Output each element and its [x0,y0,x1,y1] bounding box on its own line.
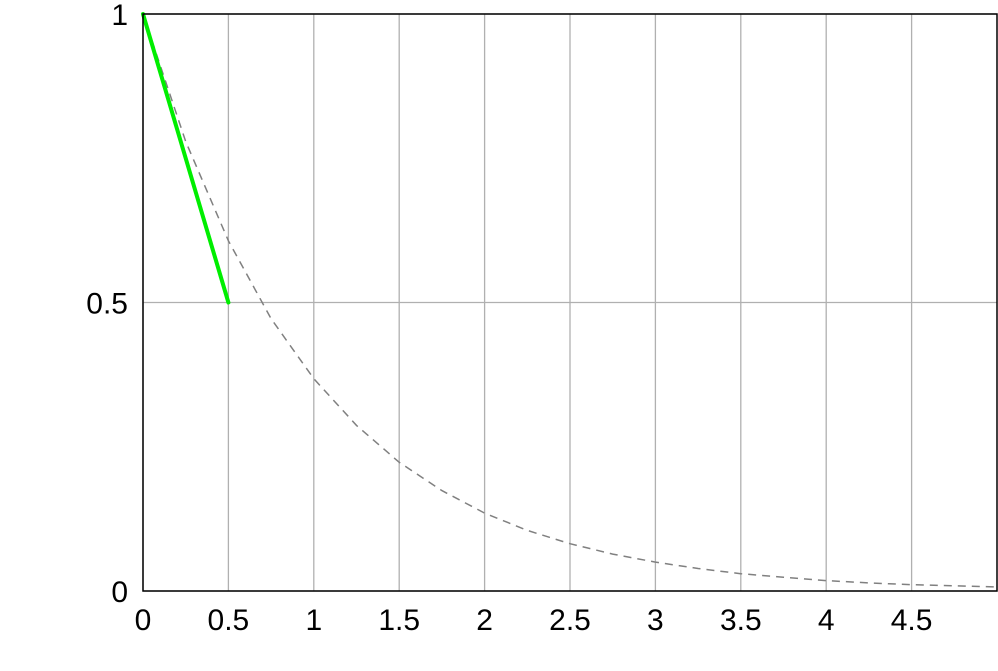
x-tick-label: 0.5 [208,604,250,637]
y-tick-label: 0 [111,576,128,609]
y-tick-label: 1 [111,0,128,32]
x-tick-label: 4 [818,604,835,637]
x-tick-label: 2 [476,604,493,637]
x-tick-label: 1 [305,604,322,637]
dashed-curve-line [142,13,998,588]
grid [142,13,997,592]
series-layer [141,12,998,588]
tick-labels: 0 0.5 1 1.5 2 2.5 3 3.5 4 4.5 0 0.5 1 [86,0,932,637]
y-tick-label: 0.5 [86,288,128,321]
plot-frame [142,13,998,592]
x-tick-label: 1.5 [378,604,420,637]
solid-segment-line [141,12,231,305]
x-tick-label: 0 [135,604,152,637]
x-tick-label: 3.5 [720,604,762,637]
x-tick-label: 2.5 [549,604,591,637]
x-tick-label: 4.5 [891,604,933,637]
x-tick-label: 3 [647,604,664,637]
